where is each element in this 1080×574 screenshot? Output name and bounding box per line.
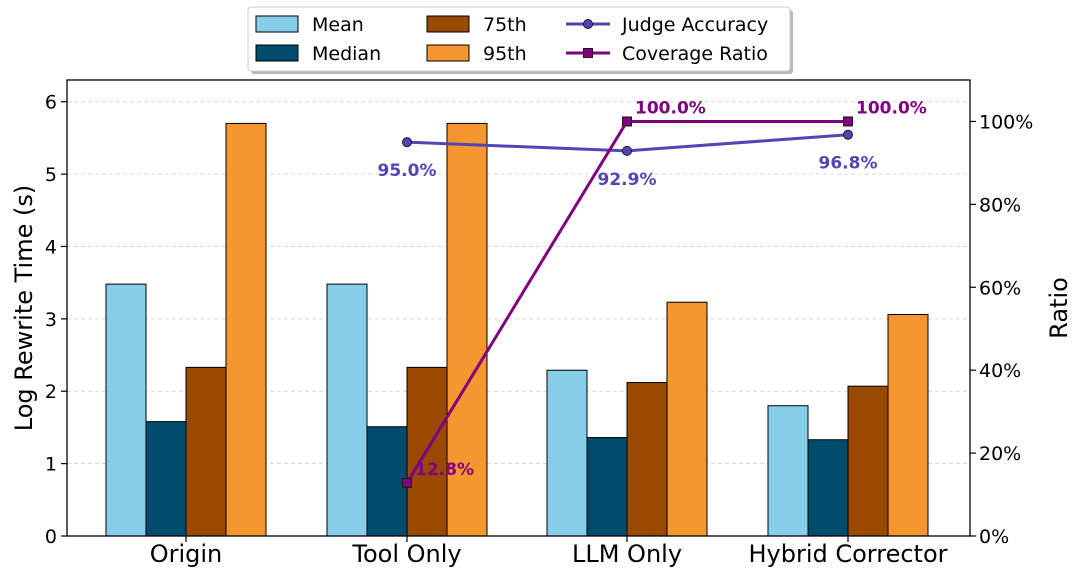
bar-median-origin bbox=[145, 421, 187, 537]
legend-swatch bbox=[426, 15, 470, 33]
coverage-ratio-marker bbox=[843, 116, 853, 127]
coverage-ratio-label: 100.0% bbox=[635, 98, 706, 118]
y-tick-label: 2 bbox=[45, 381, 57, 403]
y-axis-title: Log Rewrite Time (s) bbox=[10, 185, 38, 431]
x-tick-label: Origin bbox=[150, 540, 223, 568]
legend: Mean Median 75th 95th Judge Accuracy Coverage… bbox=[247, 6, 793, 74]
legend-label: 75th bbox=[483, 14, 527, 36]
legend-swatch bbox=[255, 44, 299, 62]
legend-label: 95th bbox=[483, 43, 527, 65]
y2-axis-title: Ratio bbox=[1045, 277, 1073, 339]
legend-swatch bbox=[426, 44, 470, 62]
plot-frame bbox=[66, 79, 971, 537]
legend-swatch bbox=[255, 15, 299, 33]
bar-75th-origin bbox=[185, 366, 227, 537]
y2-tick-label: 60% bbox=[979, 277, 1021, 299]
legend-label: Judge Accuracy bbox=[621, 14, 768, 36]
y-tick-label: 4 bbox=[45, 236, 57, 258]
bar-75th-hybrid-corrector bbox=[847, 385, 889, 537]
bar-95th-hybrid-corrector bbox=[887, 314, 929, 537]
ratio-lines bbox=[402, 116, 853, 488]
coverage-ratio-marker bbox=[622, 116, 632, 127]
judge-accuracy-label: 96.8% bbox=[819, 154, 878, 174]
judge-accuracy-marker bbox=[622, 145, 632, 156]
y-tick-label: 5 bbox=[45, 164, 57, 186]
y-tick-label: 1 bbox=[45, 454, 57, 476]
judge-accuracy-marker bbox=[402, 137, 412, 148]
bar-95th-origin bbox=[225, 122, 267, 537]
y2-tick-label: 100% bbox=[979, 111, 1033, 133]
x-axis-ticks: Origin Tool Only LLM Only Hybrid Corrector bbox=[150, 536, 948, 568]
y2-tick-label: 40% bbox=[979, 360, 1021, 382]
y-tick-label: 6 bbox=[45, 92, 57, 114]
legend-label: Mean bbox=[312, 14, 364, 36]
bar-75th-llm-only bbox=[626, 382, 668, 537]
legend-box bbox=[247, 6, 791, 72]
x-tick-label: Hybrid Corrector bbox=[748, 540, 947, 568]
bar-mean-origin bbox=[105, 283, 147, 537]
y2-tick-label: 20% bbox=[979, 443, 1021, 465]
bar-mean-llm-only bbox=[546, 369, 588, 537]
legend-label: Coverage Ratio bbox=[622, 43, 768, 65]
bar-95th-tool-only bbox=[446, 122, 488, 537]
bars bbox=[105, 122, 929, 537]
coverage-ratio-label: 12.8% bbox=[415, 460, 474, 480]
x-tick-label: Tool Only bbox=[351, 540, 461, 568]
bar-95th-llm-only bbox=[666, 301, 708, 537]
bar-mean-tool-only bbox=[326, 283, 368, 537]
judge-accuracy-label: 95.0% bbox=[378, 161, 437, 181]
y-axis-ticks: 0 1 2 3 4 5 6 bbox=[45, 92, 67, 548]
bar-median-hybrid-corrector bbox=[807, 439, 849, 537]
legend-marker bbox=[583, 19, 593, 29]
legend-label: Median bbox=[312, 43, 381, 65]
line-annotations: 95.0% 92.9% 96.8% 12.8% 100.0% 100.0% bbox=[378, 98, 927, 479]
y2-tick-label: 80% bbox=[979, 194, 1021, 216]
y-tick-label: 0 bbox=[45, 526, 57, 548]
y2-axis-ticks: 0% 20% 40% 60% 80% 100% bbox=[970, 111, 1033, 548]
judge-accuracy-marker bbox=[843, 129, 853, 140]
judge-accuracy-label: 92.9% bbox=[598, 170, 657, 190]
coverage-ratio-marker bbox=[402, 477, 412, 488]
coverage-ratio-label: 100.0% bbox=[856, 98, 927, 118]
bar-median-tool-only bbox=[366, 426, 408, 537]
bar-median-llm-only bbox=[586, 437, 628, 537]
x-tick-label: LLM Only bbox=[572, 540, 682, 568]
y2-tick-label: 0% bbox=[979, 526, 1009, 548]
bar-mean-hybrid-corrector bbox=[767, 405, 809, 537]
legend-marker bbox=[583, 48, 593, 58]
y-tick-label: 3 bbox=[45, 309, 57, 331]
